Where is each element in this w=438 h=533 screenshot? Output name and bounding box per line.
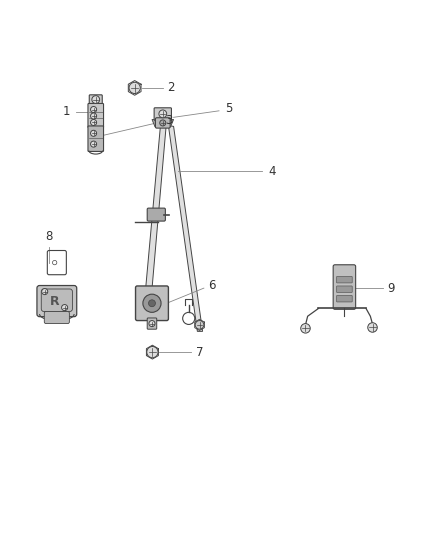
FancyBboxPatch shape <box>337 286 352 293</box>
FancyBboxPatch shape <box>154 108 171 120</box>
Circle shape <box>149 320 155 327</box>
Circle shape <box>42 288 48 295</box>
Circle shape <box>91 130 97 136</box>
FancyBboxPatch shape <box>155 118 170 128</box>
Circle shape <box>91 113 97 119</box>
Circle shape <box>301 324 310 333</box>
Circle shape <box>159 110 167 118</box>
Circle shape <box>368 322 377 332</box>
Polygon shape <box>152 119 173 127</box>
Circle shape <box>92 96 100 103</box>
Text: 8: 8 <box>46 230 53 243</box>
FancyBboxPatch shape <box>37 286 77 317</box>
Text: 7: 7 <box>196 345 203 359</box>
FancyBboxPatch shape <box>147 208 166 221</box>
FancyBboxPatch shape <box>41 289 72 311</box>
Text: 1: 1 <box>62 105 70 118</box>
Text: 6: 6 <box>208 279 215 293</box>
Text: 2: 2 <box>167 82 175 94</box>
FancyBboxPatch shape <box>44 311 69 324</box>
Text: R: R <box>50 295 60 308</box>
Circle shape <box>195 320 204 329</box>
Circle shape <box>91 107 97 112</box>
FancyBboxPatch shape <box>337 295 352 302</box>
Text: 9: 9 <box>387 281 394 295</box>
FancyBboxPatch shape <box>337 277 352 283</box>
Circle shape <box>160 120 166 126</box>
Circle shape <box>62 304 67 311</box>
Circle shape <box>91 141 97 147</box>
Polygon shape <box>143 124 166 314</box>
Text: 3: 3 <box>165 114 172 127</box>
Polygon shape <box>168 126 202 332</box>
Circle shape <box>143 294 161 312</box>
Text: 5: 5 <box>226 102 233 115</box>
FancyBboxPatch shape <box>147 318 157 329</box>
Circle shape <box>91 119 97 126</box>
FancyBboxPatch shape <box>89 95 102 106</box>
FancyBboxPatch shape <box>333 265 356 309</box>
Circle shape <box>147 346 158 358</box>
FancyBboxPatch shape <box>88 126 103 151</box>
FancyBboxPatch shape <box>88 103 103 128</box>
Circle shape <box>129 82 140 93</box>
FancyBboxPatch shape <box>135 286 168 320</box>
Circle shape <box>148 300 155 306</box>
Text: 4: 4 <box>269 165 276 178</box>
